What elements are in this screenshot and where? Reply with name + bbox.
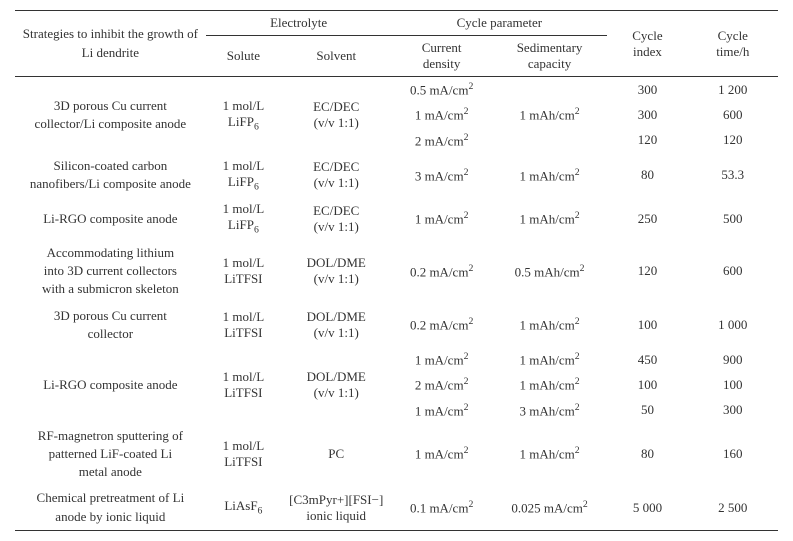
solvent-cell: EC/DEC (v/v 1:1) bbox=[281, 153, 391, 197]
cycle-time-cell: 900 bbox=[688, 347, 778, 372]
table-row: Accommodating lithium into 3D current co… bbox=[15, 240, 778, 303]
solvent-cell: EC/DEC (v/v 1:1) bbox=[281, 197, 391, 240]
strategy-cell: 3D porous Cu current collector/Li compos… bbox=[15, 77, 206, 153]
solute-cell: 1 mol/L LiTFSI bbox=[206, 303, 281, 347]
current-density-cell: 1 mA/cm2 bbox=[391, 347, 491, 372]
solute-cell: 1 mol/L LiFP6 bbox=[206, 77, 281, 153]
table-row: 3D porous Cu current collector 1 mol/L L… bbox=[15, 303, 778, 347]
sed-capacity-cell: 1 mAh/cm2 bbox=[492, 102, 607, 127]
solute-cell: LiAsF6 bbox=[206, 485, 281, 530]
cycle-index-cell: 100 bbox=[607, 303, 687, 347]
current-density-cell: 0.5 mA/cm2 bbox=[391, 77, 491, 103]
strategy-cell: Li-RGO composite anode bbox=[15, 347, 206, 423]
strategy-cell: Li-RGO composite anode bbox=[15, 197, 206, 240]
sed-capacity-cell: 0.5 mAh/cm2 bbox=[492, 240, 607, 303]
current-density-cell: 0.2 mA/cm2 bbox=[391, 303, 491, 347]
current-density-cell: 1 mA/cm2 bbox=[391, 423, 491, 486]
cycle-time-cell: 1 000 bbox=[688, 303, 778, 347]
solute-cell: 1 mol/L LiTFSI bbox=[206, 240, 281, 303]
cycle-time-cell: 500 bbox=[688, 197, 778, 240]
sed-capacity-cell: 1 mAh/cm2 bbox=[492, 153, 607, 197]
table-row: Chemical pretreatment of Li anode by ion… bbox=[15, 485, 778, 530]
solute-cell: 1 mol/L LiFP6 bbox=[206, 153, 281, 197]
sed-capacity-cell: 1 mAh/cm2 bbox=[492, 347, 607, 372]
current-density-cell: 0.1 mA/cm2 bbox=[391, 485, 491, 530]
sed-capacity-cell: 1 mAh/cm2 bbox=[492, 372, 607, 397]
table-row: 3D porous Cu current collector/Li compos… bbox=[15, 77, 778, 103]
cycle-index-cell: 50 bbox=[607, 398, 687, 423]
sed-capacity-cell bbox=[492, 77, 607, 103]
solute-cell: 1 mol/L LiTFSI bbox=[206, 423, 281, 486]
current-density-cell: 3 mA/cm2 bbox=[391, 153, 491, 197]
strategy-cell: Chemical pretreatment of Li anode by ion… bbox=[15, 485, 206, 530]
sed-capacity-cell bbox=[492, 128, 607, 153]
solvent-cell: DOL/DME (v/v 1:1) bbox=[281, 303, 391, 347]
table-row: RF-magnetron sputtering of patterned LiF… bbox=[15, 423, 778, 486]
cycle-index-cell: 5 000 bbox=[607, 485, 687, 530]
strategy-cell: Silicon-coated carbon nanofibers/Li comp… bbox=[15, 153, 206, 197]
solute-cell: 1 mol/L LiFP6 bbox=[206, 197, 281, 240]
cycle-index-cell: 300 bbox=[607, 77, 687, 103]
solvent-cell: DOL/DME (v/v 1:1) bbox=[281, 347, 391, 423]
header-strategy: Strategies to inhibit the growth of Li d… bbox=[15, 11, 206, 77]
sed-capacity-cell: 1 mAh/cm2 bbox=[492, 303, 607, 347]
table-row: Silicon-coated carbon nanofibers/Li comp… bbox=[15, 153, 778, 197]
header-current-density: Currentdensity bbox=[391, 36, 491, 77]
current-density-cell: 0.2 mA/cm2 bbox=[391, 240, 491, 303]
header-cycleparam-group: Cycle parameter bbox=[391, 11, 607, 36]
cycle-index-cell: 120 bbox=[607, 240, 687, 303]
cycle-index-cell: 80 bbox=[607, 423, 687, 486]
header-cycle-time: Cycletime/h bbox=[688, 11, 778, 77]
cycle-time-cell: 160 bbox=[688, 423, 778, 486]
cycle-time-cell: 100 bbox=[688, 372, 778, 397]
cycle-time-cell: 120 bbox=[688, 128, 778, 153]
cycle-index-cell: 300 bbox=[607, 102, 687, 127]
cycle-index-cell: 100 bbox=[607, 372, 687, 397]
table-row: Li-RGO composite anode 1 mol/L LiTFSI DO… bbox=[15, 347, 778, 372]
solvent-cell: DOL/DME (v/v 1:1) bbox=[281, 240, 391, 303]
header-solute: Solute bbox=[206, 36, 281, 77]
header-solvent: Solvent bbox=[281, 36, 391, 77]
cycle-time-cell: 600 bbox=[688, 102, 778, 127]
sed-capacity-cell: 3 mAh/cm2 bbox=[492, 398, 607, 423]
table-row: Li-RGO composite anode 1 mol/L LiFP6 EC/… bbox=[15, 197, 778, 240]
strategy-cell: 3D porous Cu current collector bbox=[15, 303, 206, 347]
solvent-cell: EC/DEC (v/v 1:1) bbox=[281, 77, 391, 153]
dendrite-strategies-table: Strategies to inhibit the growth of Li d… bbox=[15, 10, 778, 531]
cycle-time-cell: 600 bbox=[688, 240, 778, 303]
current-density-cell: 2 mA/cm2 bbox=[391, 372, 491, 397]
sed-capacity-cell: 0.025 mA/cm2 bbox=[492, 485, 607, 530]
sed-capacity-cell: 1 mAh/cm2 bbox=[492, 197, 607, 240]
header-cycle-index: Cycleindex bbox=[607, 11, 687, 77]
cycle-time-cell: 2 500 bbox=[688, 485, 778, 530]
current-density-cell: 1 mA/cm2 bbox=[391, 197, 491, 240]
cycle-time-cell: 1 200 bbox=[688, 77, 778, 103]
solvent-cell: [C3mPyr+][FSI−] ionic liquid bbox=[281, 485, 391, 530]
cycle-index-cell: 80 bbox=[607, 153, 687, 197]
cycle-index-cell: 250 bbox=[607, 197, 687, 240]
strategy-cell: Accommodating lithium into 3D current co… bbox=[15, 240, 206, 303]
header-sed-capacity: Sedimentarycapacity bbox=[492, 36, 607, 77]
solvent-cell: PC bbox=[281, 423, 391, 486]
current-density-cell: 1 mA/cm2 bbox=[391, 102, 491, 127]
cycle-time-cell: 53.3 bbox=[688, 153, 778, 197]
cycle-index-cell: 120 bbox=[607, 128, 687, 153]
solute-cell: 1 mol/L LiTFSI bbox=[206, 347, 281, 423]
cycle-index-cell: 450 bbox=[607, 347, 687, 372]
sed-capacity-cell: 1 mAh/cm2 bbox=[492, 423, 607, 486]
strategy-cell: RF-magnetron sputtering of patterned LiF… bbox=[15, 423, 206, 486]
current-density-cell: 2 mA/cm2 bbox=[391, 128, 491, 153]
header-electrolyte-group: Electrolyte bbox=[206, 11, 392, 36]
current-density-cell: 1 mA/cm2 bbox=[391, 398, 491, 423]
cycle-time-cell: 300 bbox=[688, 398, 778, 423]
